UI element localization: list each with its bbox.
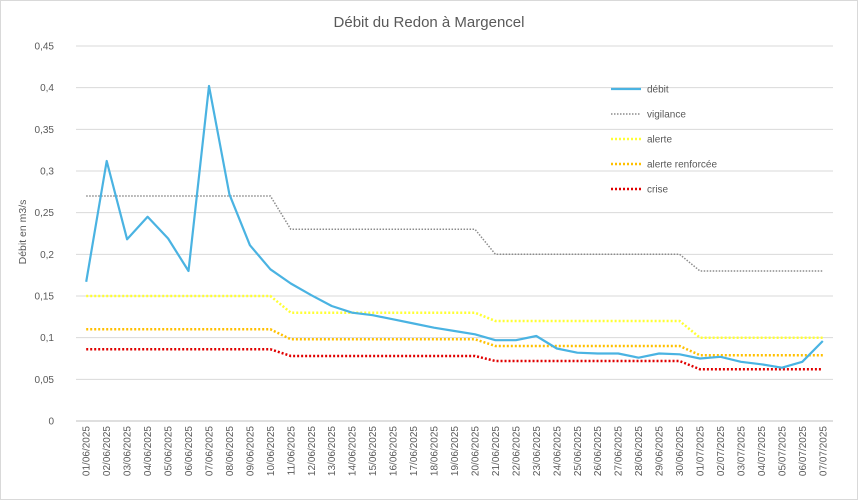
x-tick-label: 18/06/2025 bbox=[430, 426, 441, 476]
series-crise-line bbox=[86, 348, 823, 371]
x-tick-label: 14/06/2025 bbox=[348, 426, 359, 476]
series-alerte-renforcee-line bbox=[86, 328, 823, 357]
legend-label-vigilance: vigilance bbox=[647, 110, 686, 121]
x-tick-label: 02/07/2025 bbox=[716, 426, 727, 476]
x-tick-label: 03/07/2025 bbox=[736, 426, 747, 476]
x-tick-label: 22/06/2025 bbox=[511, 426, 522, 476]
y-tick-label: 0,15 bbox=[35, 292, 55, 303]
series-vigilance-line bbox=[86, 195, 823, 272]
x-tick-label: 26/06/2025 bbox=[593, 426, 604, 476]
y-tick-label: 0,4 bbox=[40, 83, 54, 94]
x-tick-label: 29/06/2025 bbox=[655, 426, 666, 476]
x-tick-label: 25/06/2025 bbox=[573, 426, 584, 476]
chart-title: Débit du Redon à Margencel bbox=[334, 14, 525, 31]
x-tick-label: 21/06/2025 bbox=[491, 426, 502, 476]
x-tick-label: 03/06/2025 bbox=[123, 426, 134, 476]
x-tick-label: 28/06/2025 bbox=[634, 426, 645, 476]
x-tick-label: 30/06/2025 bbox=[675, 426, 686, 476]
y-axis-label: Débit en m3/s bbox=[17, 200, 29, 265]
y-tick-label: 0,2 bbox=[40, 250, 54, 261]
legend-label-crise: crise bbox=[647, 185, 669, 196]
x-tick-label: 27/06/2025 bbox=[614, 426, 625, 476]
x-tick-label: 15/06/2025 bbox=[368, 426, 379, 476]
x-tick-label: 24/06/2025 bbox=[552, 426, 563, 476]
y-tick-labels: 0 0,05 0,1 0,15 0,2 0,25 0,3 0,35 0,4 0,45 bbox=[35, 42, 55, 428]
x-tick-label: 08/06/2025 bbox=[225, 426, 236, 476]
x-tick-label: 02/06/2025 bbox=[102, 426, 113, 476]
x-tick-label: 16/06/2025 bbox=[389, 426, 400, 476]
x-tick-label: 20/06/2025 bbox=[470, 426, 481, 476]
gridlines bbox=[76, 45, 833, 422]
x-tick-label: 04/07/2025 bbox=[757, 426, 768, 476]
x-tick-label: 04/06/2025 bbox=[143, 426, 154, 476]
x-tick-label: 07/06/2025 bbox=[204, 426, 215, 476]
x-tick-label: 19/06/2025 bbox=[450, 426, 461, 476]
series-debit-line bbox=[85, 84, 824, 369]
x-tick-label: 05/06/2025 bbox=[164, 426, 175, 476]
x-tick-label: 09/06/2025 bbox=[245, 426, 256, 476]
x-tick-label: 05/07/2025 bbox=[777, 426, 788, 476]
x-tick-label: 01/07/2025 bbox=[696, 426, 707, 476]
y-tick-label: 0,25 bbox=[35, 208, 55, 219]
x-tick-label: 11/06/2025 bbox=[286, 426, 297, 476]
legend: débit vigilance alerte alerte renforcée cris… bbox=[611, 85, 717, 196]
x-tick-label: 23/06/2025 bbox=[532, 426, 543, 476]
y-tick-label: 0,3 bbox=[40, 167, 54, 178]
y-tick-label: 0,05 bbox=[35, 375, 55, 386]
x-tick-label: 06/06/2025 bbox=[184, 426, 195, 476]
legend-label-alerte: alerte bbox=[647, 135, 672, 146]
legend-label-debit: débit bbox=[647, 85, 669, 96]
y-tick-label: 0,35 bbox=[35, 125, 55, 136]
x-tick-label: 10/06/2025 bbox=[266, 426, 277, 476]
y-tick-label: 0 bbox=[48, 417, 54, 428]
x-tick-labels: 01/06/2025 02/06/2025 03/06/2025 04/06/2025… bbox=[82, 426, 830, 476]
x-tick-label: 13/06/2025 bbox=[327, 426, 338, 476]
y-tick-label: 0,1 bbox=[40, 333, 54, 344]
x-tick-label: 12/06/2025 bbox=[307, 426, 318, 476]
x-tick-label: 01/06/2025 bbox=[82, 426, 93, 476]
legend-label-alerte-renforcee: alerte renforcée bbox=[647, 160, 717, 171]
x-tick-label: 06/07/2025 bbox=[798, 426, 809, 476]
y-tick-label: 0,45 bbox=[35, 42, 55, 53]
x-tick-label: 07/07/2025 bbox=[818, 426, 829, 476]
series-lines bbox=[85, 84, 824, 371]
x-tick-label: 17/06/2025 bbox=[409, 426, 420, 476]
